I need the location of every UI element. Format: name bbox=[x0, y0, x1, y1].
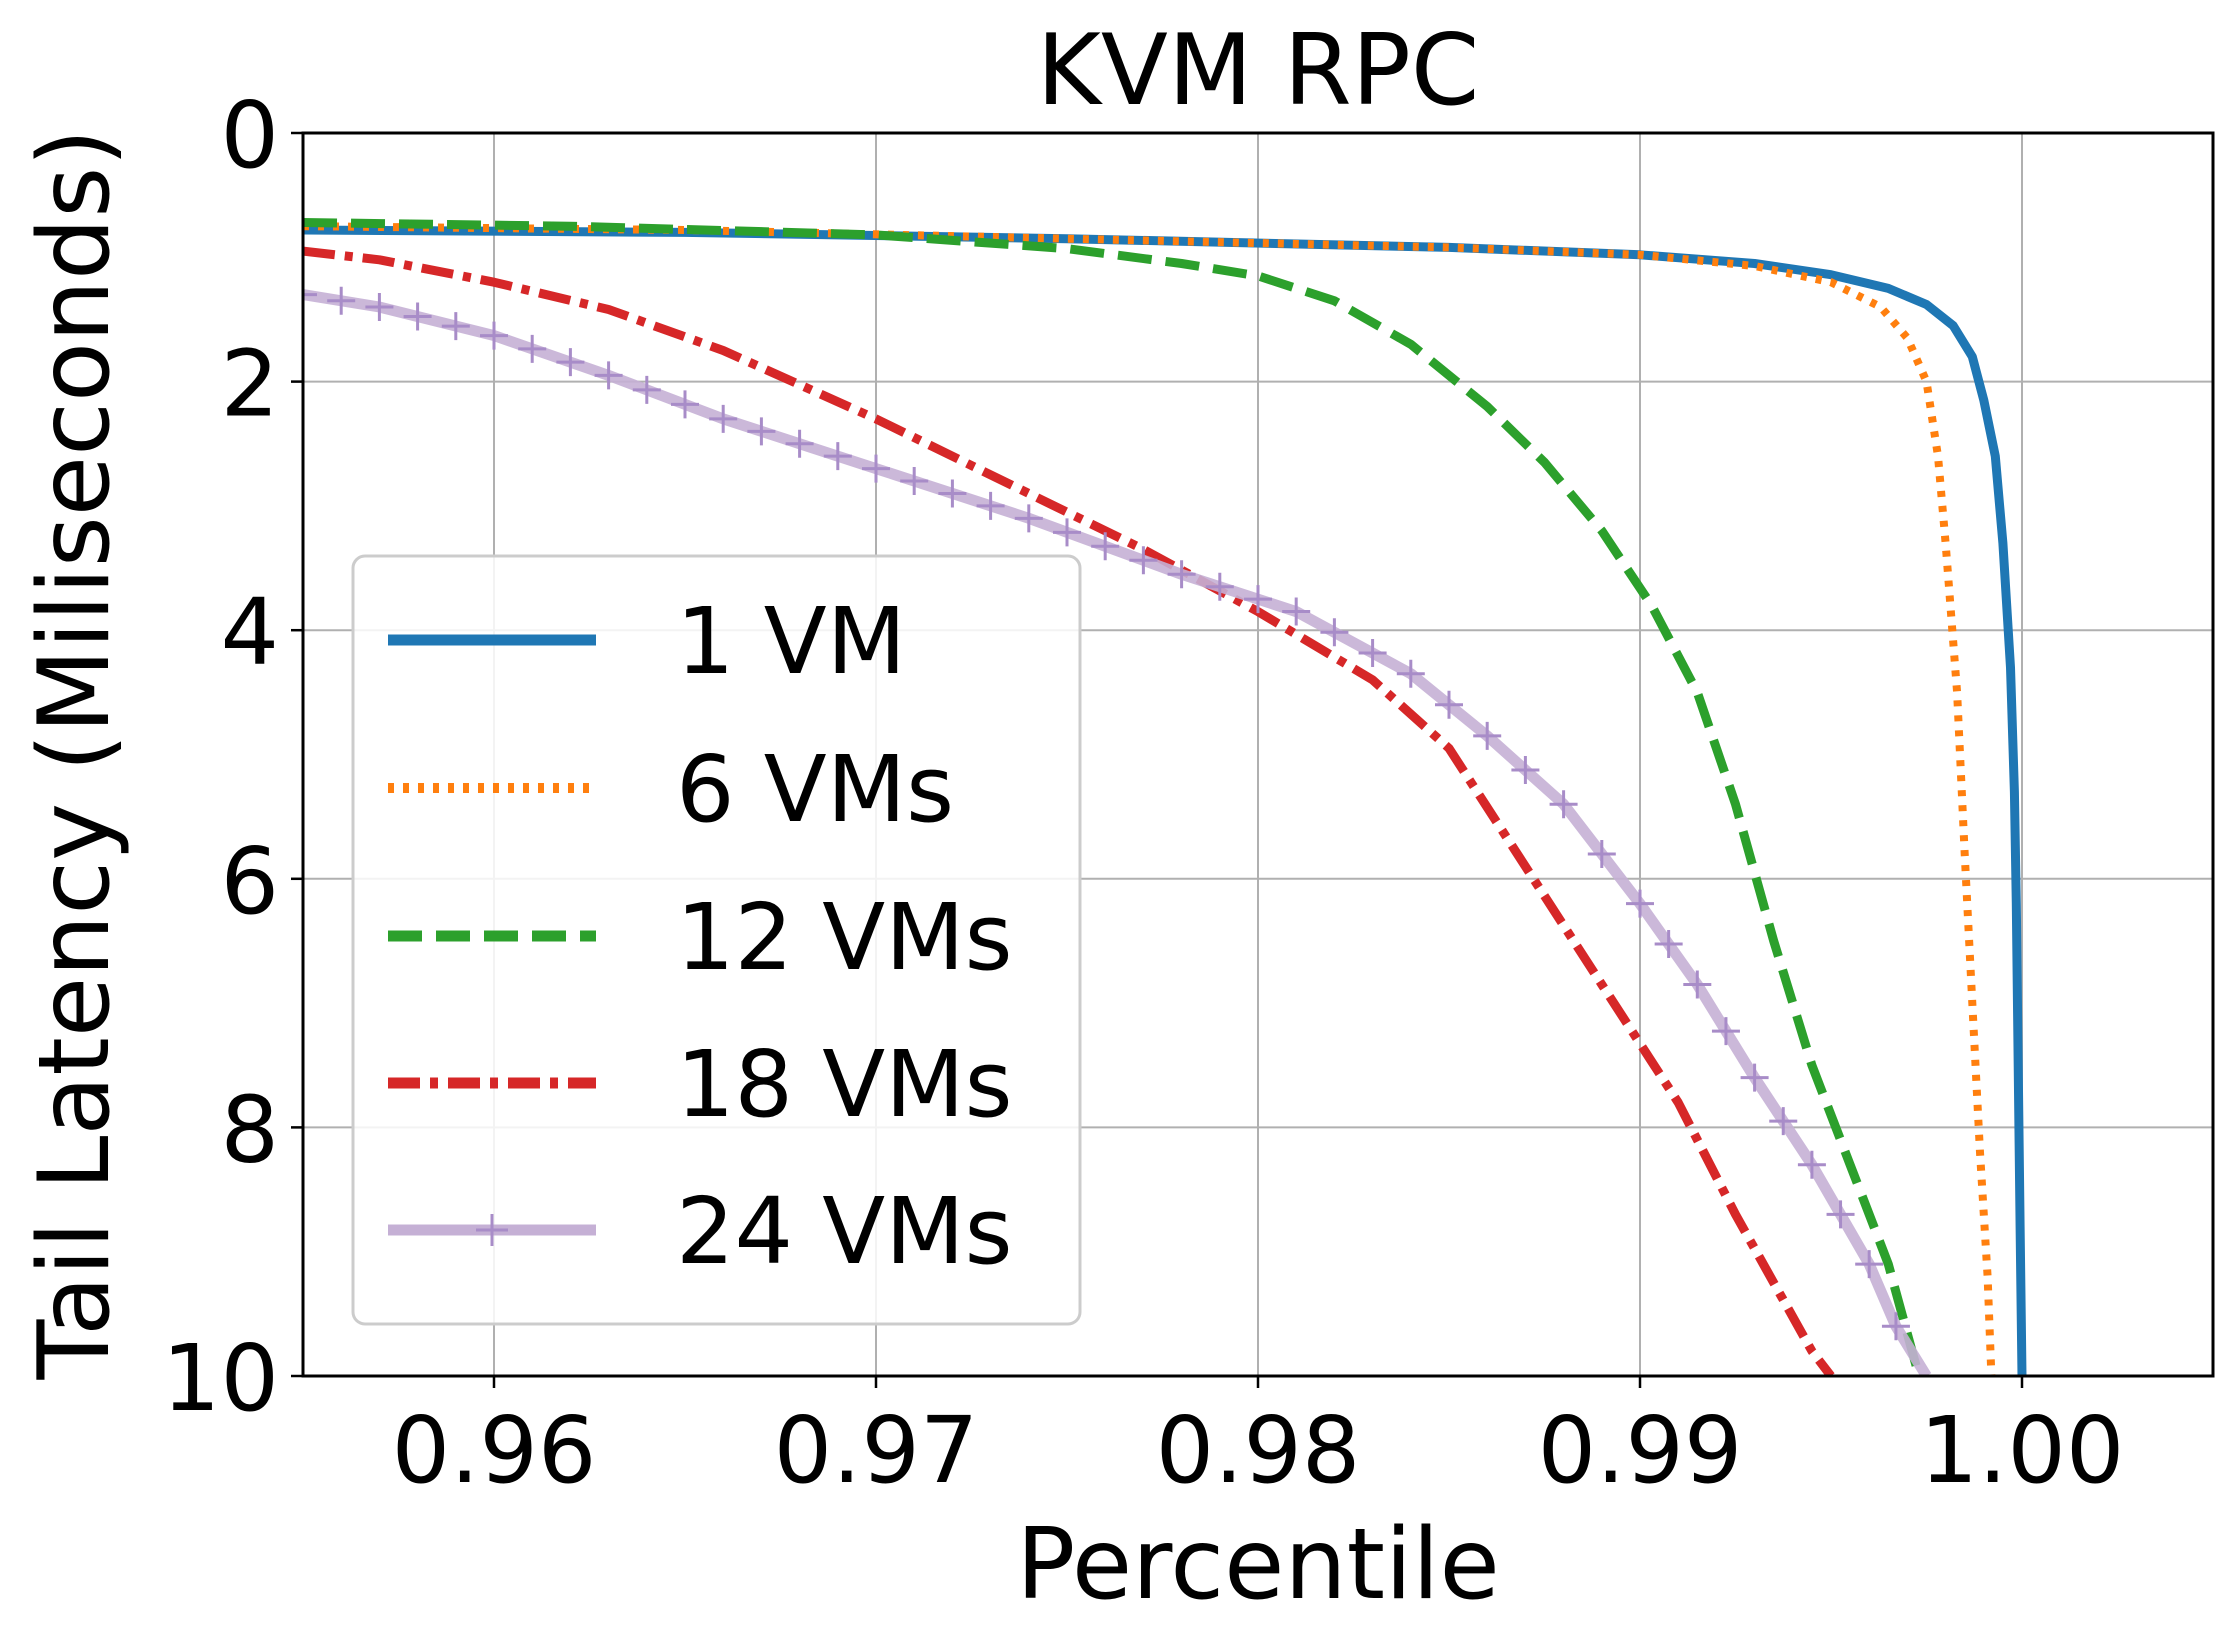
series-marker-plus bbox=[1683, 970, 1712, 999]
series-marker-plus bbox=[1435, 690, 1463, 719]
legend-box bbox=[351, 554, 1082, 1326]
series-marker-plus bbox=[747, 417, 776, 446]
series-marker-plus bbox=[1091, 532, 1120, 561]
series-marker-plus bbox=[556, 348, 585, 377]
series-marker-plus bbox=[785, 429, 814, 458]
series-marker-plus bbox=[1014, 504, 1043, 533]
x-tick-label: 0.99 bbox=[1538, 1397, 1743, 1504]
y-axis: 0 2 4 6 8 10 bbox=[162, 82, 303, 1432]
series-marker-plus bbox=[1711, 1017, 1740, 1046]
series-marker-plus bbox=[1626, 889, 1654, 918]
series-marker-plus bbox=[1320, 618, 1349, 647]
y-tick-label: 8 bbox=[220, 1076, 279, 1183]
legend-label-24-vms: 24 VMs bbox=[676, 1178, 1013, 1285]
x-tick-label: 0.97 bbox=[774, 1397, 979, 1504]
series-marker-plus bbox=[441, 312, 470, 341]
series-line-12-vms bbox=[303, 218, 1924, 1376]
series-marker-plus bbox=[480, 321, 508, 350]
series-marker-plus bbox=[1282, 597, 1311, 626]
series-marker-plus bbox=[1129, 546, 1158, 575]
series-marker-plus bbox=[938, 479, 967, 508]
series-marker-plus bbox=[1358, 638, 1387, 667]
series-marker-plus bbox=[1244, 585, 1272, 614]
series-marker-plus bbox=[1740, 1063, 1769, 1092]
series-marker-plus bbox=[1769, 1107, 1798, 1136]
series-marker-plus bbox=[632, 375, 661, 404]
series-marker-plus bbox=[862, 454, 890, 483]
legend-label-12-vms: 12 VMs bbox=[676, 884, 1013, 991]
series-marker-plus bbox=[1396, 659, 1425, 688]
series-marker-plus bbox=[900, 467, 929, 496]
series-marker-plus bbox=[1167, 560, 1196, 589]
series-marker-plus bbox=[303, 280, 317, 309]
series-marker-plus bbox=[594, 361, 623, 390]
x-axis-label: Percentile bbox=[1016, 1508, 1500, 1622]
series-line-1-vm bbox=[303, 225, 2027, 1376]
series-marker-plus bbox=[671, 390, 699, 419]
series-marker-plus bbox=[1587, 839, 1616, 868]
y-tick-label: 0 bbox=[220, 82, 279, 189]
y-tick-label: 10 bbox=[162, 1325, 279, 1432]
series-marker-plus bbox=[403, 302, 432, 331]
series-marker-plus bbox=[1855, 1250, 1884, 1279]
series-marker-plus bbox=[823, 442, 852, 471]
x-tick-label: 0.98 bbox=[1156, 1397, 1361, 1504]
series-marker-plus bbox=[1797, 1150, 1826, 1179]
series-group bbox=[303, 218, 2027, 1376]
legend-label-18-vms: 18 VMs bbox=[676, 1031, 1013, 1138]
y-tick-label: 2 bbox=[220, 331, 279, 438]
series-marker-plus bbox=[1511, 756, 1540, 785]
series-marker-plus bbox=[327, 286, 356, 315]
series-marker-plus bbox=[1053, 518, 1081, 547]
legend: 1 VM 6 VMs 12 VMs 18 VMs 24 VMs bbox=[351, 554, 1082, 1326]
series-marker-plus bbox=[1205, 572, 1234, 601]
legend-label-6-vms: 6 VMs bbox=[676, 736, 954, 843]
series-marker-plus bbox=[518, 334, 547, 363]
series-marker-plus bbox=[365, 293, 394, 322]
legend-label-1-vm: 1 VM bbox=[676, 588, 906, 695]
y-axis-label: Tail Latency (Miliseconds) bbox=[18, 128, 132, 1380]
series-marker-plus bbox=[1473, 721, 1502, 750]
series-marker-plus bbox=[976, 491, 1005, 520]
x-axis: 0.96 0.97 0.98 0.99 1.00 bbox=[392, 1376, 2125, 1504]
x-tick-label: 0.96 bbox=[392, 1397, 597, 1504]
y-tick-label: 4 bbox=[220, 579, 279, 686]
y-tick-label: 6 bbox=[220, 828, 279, 935]
series-marker-plus bbox=[1654, 930, 1683, 959]
series-marker-plus bbox=[1881, 1312, 1910, 1341]
series-line-6-vms bbox=[303, 222, 1996, 1376]
series-markers-24-vms bbox=[303, 280, 1910, 1341]
legend-marker-plus bbox=[476, 1214, 508, 1246]
chart-title: KVM RPC bbox=[1037, 14, 1480, 128]
series-marker-plus bbox=[1826, 1200, 1855, 1229]
x-tick-label: 1.00 bbox=[1920, 1397, 2125, 1504]
series-marker-plus bbox=[709, 404, 738, 433]
series-marker-plus bbox=[1549, 790, 1578, 819]
